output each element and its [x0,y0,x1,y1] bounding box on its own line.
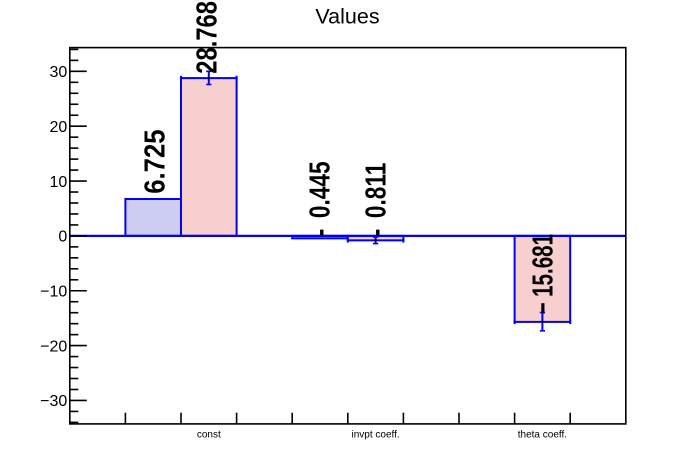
svg-text:−20: −20 [40,338,67,355]
svg-text:−30: −30 [40,393,67,410]
svg-text:20: 20 [50,119,68,136]
svg-text:-0.445: -0.445 [303,161,336,236]
svg-text:0: 0 [58,229,67,246]
svg-text:−15.681: −15.681 [527,234,559,314]
svg-text:invpt coeff.: invpt coeff. [352,429,400,440]
svg-text:-0.811: -0.811 [359,163,392,237]
svg-text:28.768: 28.768 [190,1,223,74]
svg-text:30: 30 [50,64,68,81]
svg-text:theta coeff.: theta coeff. [518,429,567,440]
svg-text:const: const [197,429,221,440]
svg-text:Values: Values [315,5,379,29]
svg-text:10: 10 [50,174,68,191]
svg-text:6.725: 6.725 [138,129,171,193]
svg-text:−10: −10 [40,284,67,301]
